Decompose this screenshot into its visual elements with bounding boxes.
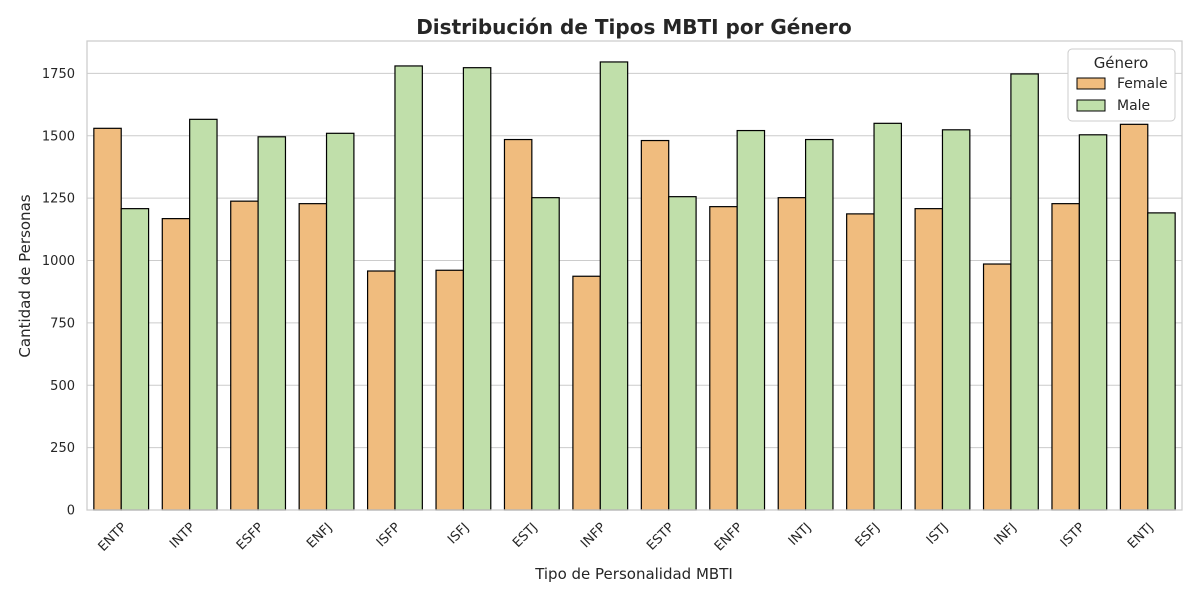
bar-female-entj <box>1119 123 1149 511</box>
bar-female-infj <box>982 263 1012 511</box>
y-axis-ticks: 0 250 500 750 1000 1250 1500 1750 <box>42 67 75 519</box>
x-tick-label: ENFP <box>712 520 746 554</box>
bar-male-entj <box>1147 212 1176 511</box>
bar-male-esfp <box>257 136 287 511</box>
x-tick-label: ISTP <box>1058 520 1088 550</box>
legend-label-male: Male <box>1117 98 1150 114</box>
y-tick-label: 1000 <box>42 254 75 269</box>
y-tick-label: 1500 <box>42 129 75 144</box>
bar-male-istp <box>1078 134 1108 511</box>
bar-female-istp <box>1051 203 1080 511</box>
bar-male-infp <box>599 61 629 511</box>
y-tick-label: 0 <box>67 504 75 519</box>
bar-male-intj <box>804 138 834 511</box>
x-tick-label: ENFJ <box>304 520 335 551</box>
bar-male-intp <box>189 118 218 511</box>
bar-male-estj <box>531 197 560 511</box>
bar-male-istj <box>941 129 971 511</box>
x-tick-label: ENTJ <box>1125 520 1157 552</box>
x-tick-label: ESTJ <box>510 520 541 551</box>
bar-male-isfp <box>394 65 423 511</box>
y-tick-label: 1750 <box>42 67 75 82</box>
chart-title: Distribución de Tipos MBTI por Género <box>416 15 852 39</box>
bar-female-isfj <box>435 269 465 511</box>
bar-male-infj <box>1010 73 1039 511</box>
plot-frame <box>86 40 1183 511</box>
bar-female-esfj <box>846 213 875 511</box>
bar-female-istj <box>914 208 944 511</box>
bar-female-entp <box>93 127 122 511</box>
x-tick-label: INFJ <box>992 520 1020 548</box>
y-tick-label: 1250 <box>42 192 75 207</box>
bar-female-intp <box>161 218 191 511</box>
bar-female-esfp <box>230 200 259 511</box>
x-tick-label: ESFJ <box>853 520 883 550</box>
x-tick-label: ISFP <box>374 520 404 550</box>
x-tick-label: ESFP <box>234 520 267 553</box>
y-axis-label: Cantidad de Personas <box>16 194 34 357</box>
bar-male-isfj <box>462 67 492 511</box>
y-tick-label: 750 <box>50 316 75 331</box>
x-tick-label: ESTP <box>644 520 678 554</box>
x-axis-label: Tipo de Personalidad MBTI <box>534 565 733 583</box>
bar-female-infp <box>572 275 601 511</box>
x-tick-label: INTP <box>167 520 198 551</box>
x-axis-ticks: ENTP INTP ESFP ENFJ ISFP ISFJ ESTJ INFP ESTP ENFP… <box>96 520 1157 555</box>
x-tick-label: INTJ <box>786 520 815 549</box>
x-tick-label: INFP <box>578 520 609 551</box>
bar-male-estp <box>668 196 697 511</box>
bar-female-enfj <box>298 203 328 511</box>
bar-male-enfj <box>325 132 355 511</box>
bar-female-isfp <box>366 270 396 511</box>
legend-label-female: Female <box>1117 76 1168 92</box>
bar-female-enfp <box>709 206 738 511</box>
bar-female-estp <box>640 139 670 511</box>
bar-male-esfj <box>873 122 903 511</box>
bars <box>93 61 1176 511</box>
y-tick-label: 500 <box>50 379 75 394</box>
bar-female-intj <box>777 197 807 511</box>
bar-male-enfp <box>736 129 766 511</box>
legend-swatch-female <box>1076 77 1106 90</box>
bar-female-estj <box>503 138 533 511</box>
bar-male-entp <box>120 208 150 511</box>
legend: Género Female Male <box>1067 48 1176 122</box>
legend-items: Female Male <box>1076 76 1168 114</box>
y-tick-label: 250 <box>50 441 75 456</box>
x-tick-label: ENTP <box>96 520 131 555</box>
x-tick-label: ISTJ <box>924 520 951 547</box>
x-tick-label: ISFJ <box>445 520 472 547</box>
legend-swatch-male <box>1076 99 1106 112</box>
legend-title: Género <box>1094 54 1149 72</box>
